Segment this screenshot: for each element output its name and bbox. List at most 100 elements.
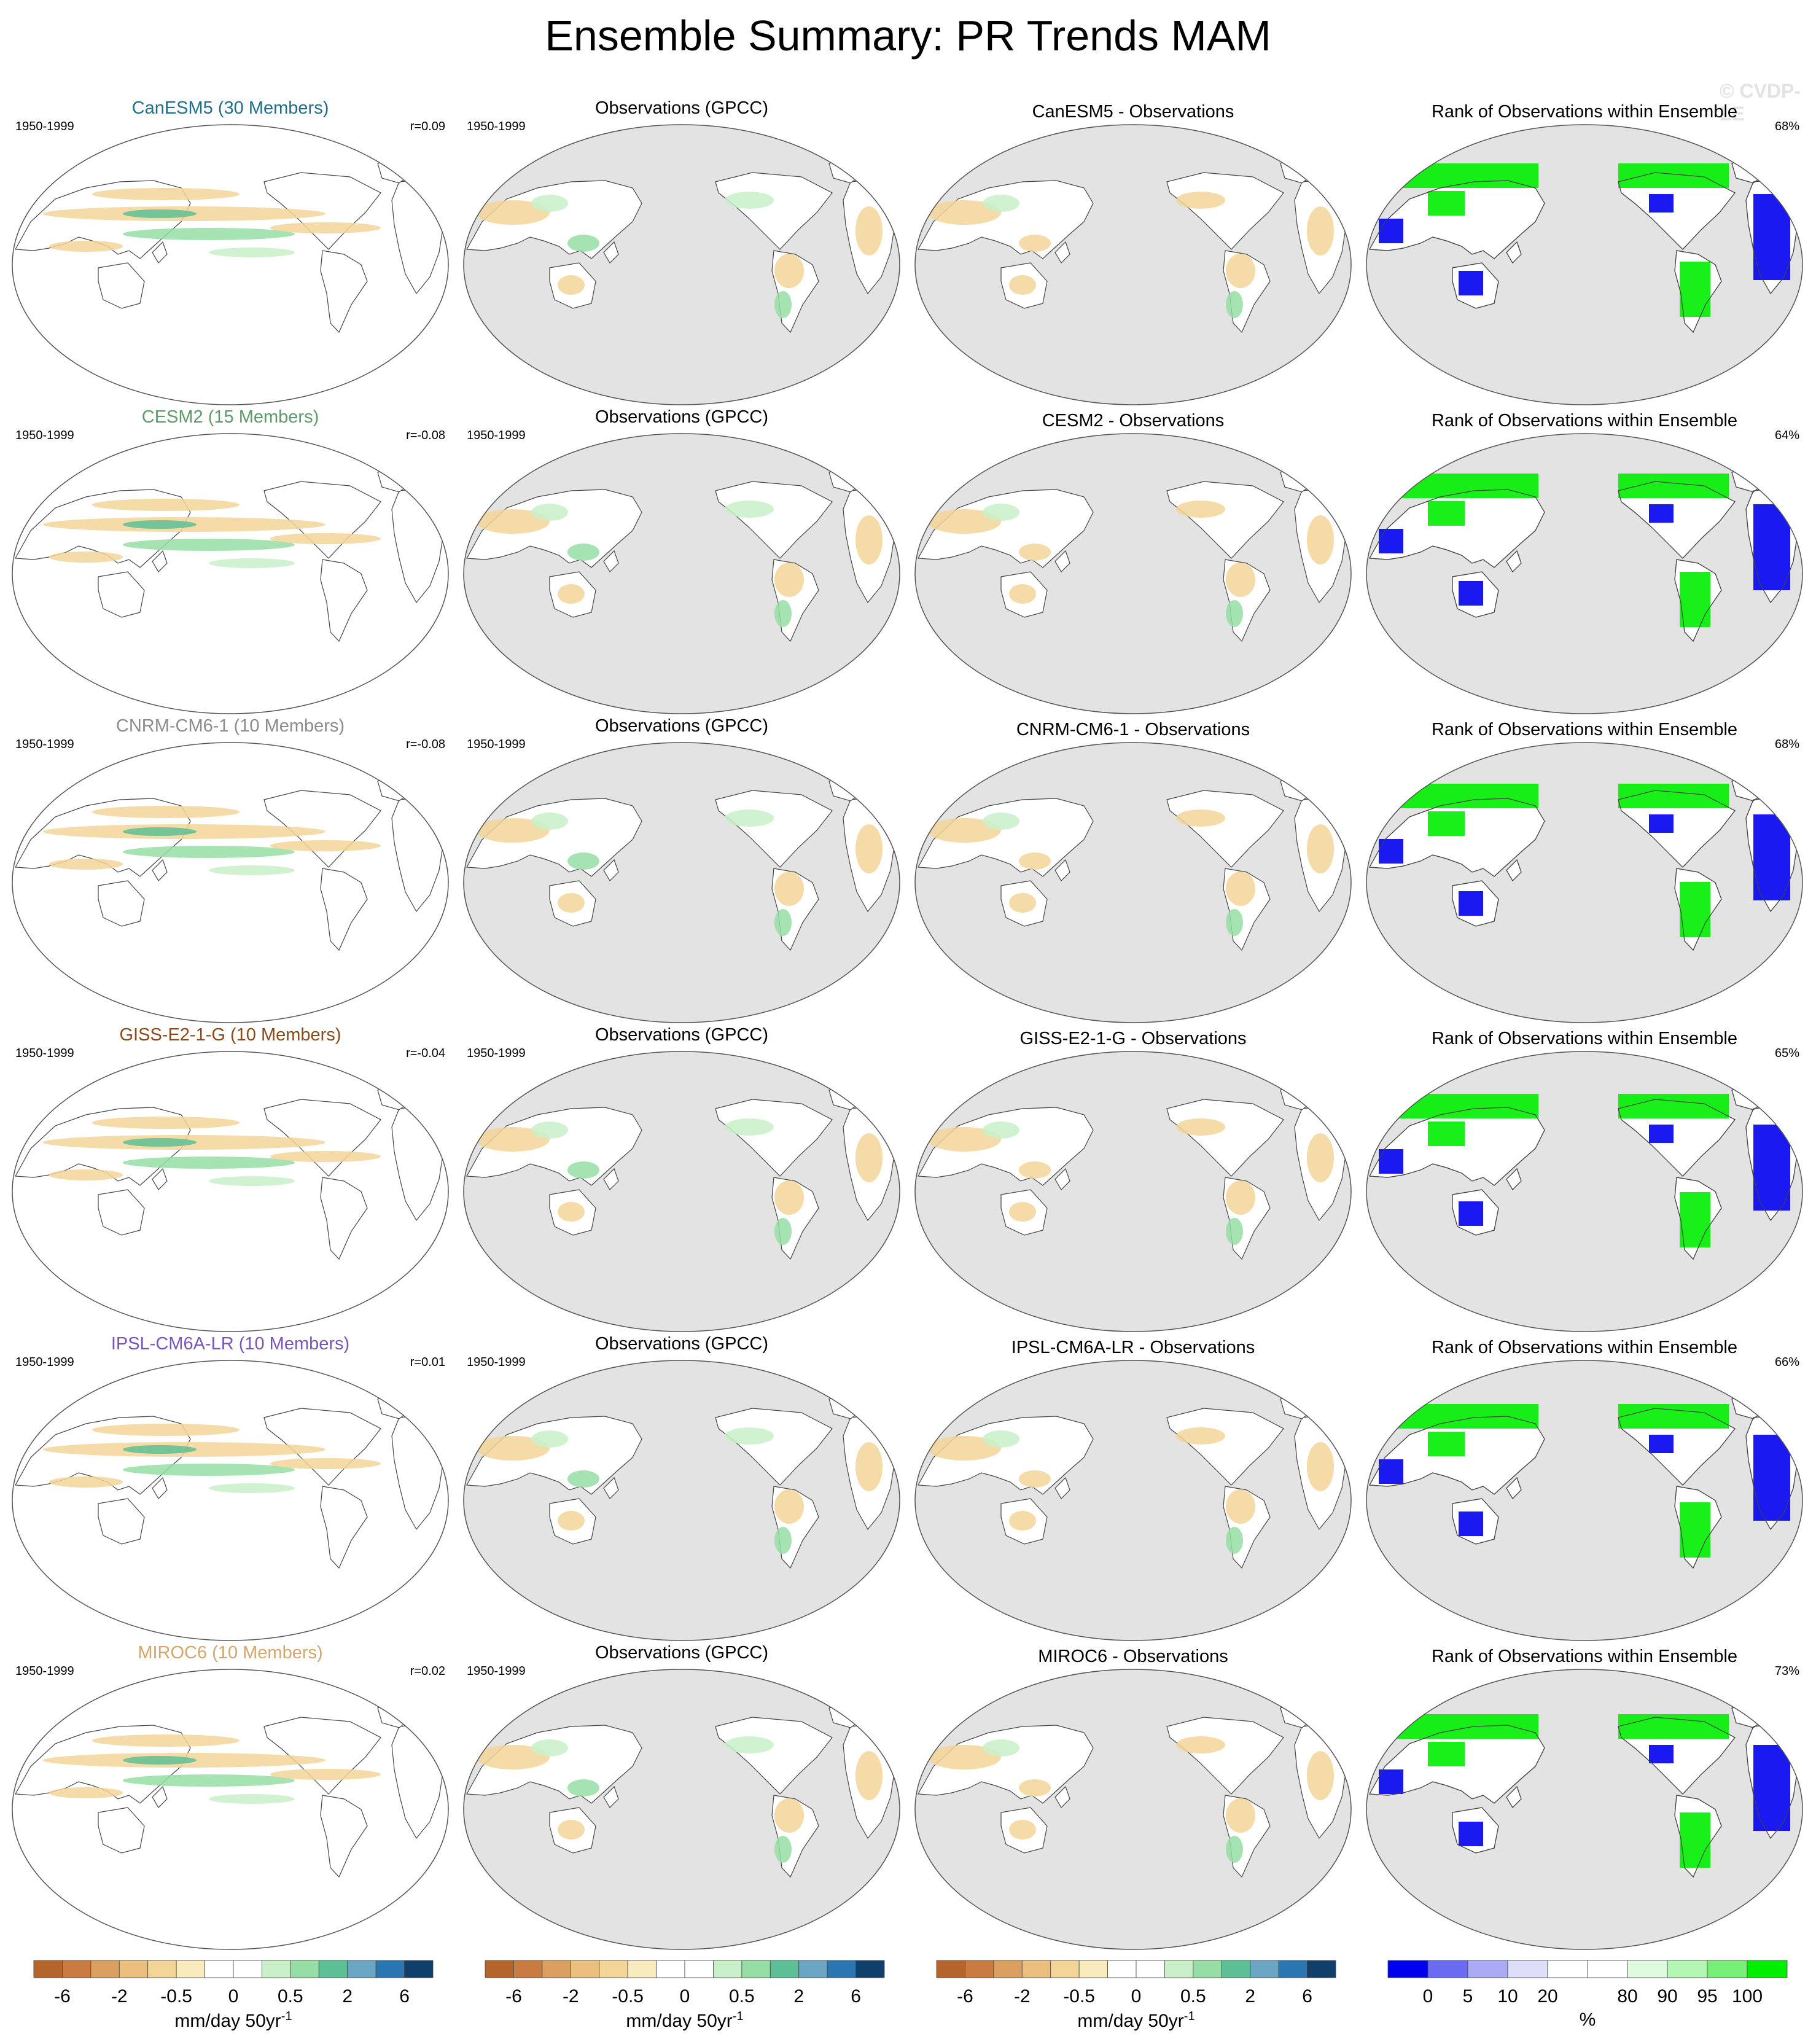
trend-blob	[1226, 563, 1255, 597]
rank-patch	[1680, 1192, 1710, 1247]
trend-blob	[123, 1774, 295, 1787]
map-diff	[914, 124, 1352, 405]
map-model	[12, 433, 449, 714]
colorbar-svg: -6 -2 -0.5 0 0.5 2 6	[936, 1960, 1336, 2007]
rank-patch	[1428, 1742, 1465, 1766]
rank-patch	[1649, 1435, 1674, 1453]
trend-blob	[92, 1424, 240, 1436]
colorbar-swatch	[741, 1960, 771, 1978]
map-border	[12, 742, 449, 1023]
colorbar-tick-label: 0	[680, 1986, 690, 2007]
panel-title: Observations (GPCC)	[594, 1025, 768, 1045]
land-outline	[603, 1785, 619, 1808]
map-panel-rank: Rank of Observations within Ensemble 73%	[1360, 1643, 1809, 1950]
colorbar-tick-label: -2	[111, 1986, 128, 2007]
colorbar-swatch	[798, 1960, 828, 1978]
trend-blob	[983, 1430, 1019, 1448]
panel-title: Rank of Observations within Ensemble	[1431, 1029, 1738, 1048]
land-outline	[466, 798, 642, 877]
rank-patch	[1618, 1094, 1729, 1118]
figure-title: Ensemble Summary: PR Trends MAM	[545, 12, 1271, 60]
colorbar-swatch	[1707, 1960, 1748, 1978]
trend-blob	[1226, 909, 1243, 936]
land-outline	[603, 859, 619, 881]
trend-blob	[927, 1745, 1001, 1769]
map-model	[12, 124, 449, 405]
land-outline	[98, 1807, 145, 1854]
colorbar-swatch	[570, 1960, 600, 1978]
land-outline	[152, 859, 168, 881]
trend-blob	[1307, 824, 1334, 873]
panel-title: GISS-E2-1-G (10 Members)	[119, 1025, 341, 1045]
trend-blob	[270, 533, 381, 544]
rank-patch	[1459, 1512, 1483, 1536]
rank-patch	[1680, 882, 1710, 937]
colorbar-swatch	[147, 1960, 177, 1978]
rank-patch	[1618, 474, 1729, 498]
map-panel-diff: IPSL-CM6A-LR - Observations	[909, 1334, 1357, 1641]
colorbar-unit-text: mm/day 50yr	[1077, 2011, 1184, 2031]
map-content	[466, 464, 895, 642]
rank-patch	[1428, 1432, 1465, 1456]
colorbar-svg: -6 -2 -0.5 0 0.5 2 6	[485, 1960, 885, 2007]
trend-blob	[1307, 206, 1334, 256]
land-outline	[1054, 859, 1070, 881]
land-outline	[320, 559, 368, 642]
land-outline	[263, 1099, 381, 1177]
colorbar-swatch	[1387, 1960, 1428, 1978]
period-label: 1950-1999	[15, 738, 74, 751]
trend-blob	[1009, 1202, 1036, 1222]
colorbar-unit-exponent: -1	[1183, 2010, 1195, 2023]
trend-blob	[774, 563, 804, 597]
map-diff	[914, 433, 1352, 714]
panel-title: CNRM-CM6-1 - Observations	[1016, 720, 1250, 739]
map-border	[12, 1051, 449, 1332]
trend-blob	[558, 584, 585, 604]
trend-blob	[49, 241, 123, 252]
colorbar-trend-model: -6 -2 -0.5 0 0.5 2 6 mm/day 50yr-1	[31, 1959, 436, 2039]
colorbar-swatch	[1107, 1960, 1137, 1978]
panel-title: CESM2 - Observations	[1042, 411, 1225, 431]
trend-blob	[1307, 515, 1334, 564]
rank-patch	[1649, 194, 1674, 213]
period-label: 1950-1999	[467, 1047, 526, 1060]
panel-title: Observations (GPCC)	[594, 1643, 768, 1663]
panel-title: Observations (GPCC)	[594, 407, 768, 427]
colorbar-swatch	[713, 1960, 742, 1978]
colorbar-tick-label: 100	[1732, 1986, 1763, 2007]
period-label: 1950-1999	[15, 1664, 74, 1678]
land-outline	[320, 1486, 368, 1569]
land-outline	[603, 241, 619, 263]
map-obs	[463, 124, 900, 405]
trend-blob	[725, 1118, 774, 1136]
map-content	[466, 1082, 895, 1260]
trend-blob	[567, 852, 599, 870]
colorbar-tick-label: 2	[793, 1986, 804, 2007]
rank-patch	[1397, 784, 1538, 808]
panel-title: Rank of Observations within Ensemble	[1431, 720, 1738, 739]
trend-blob	[476, 200, 550, 225]
trend-blob	[531, 1430, 568, 1448]
trend-blob	[92, 1117, 240, 1129]
colorbar-tick-label: -2	[1014, 1986, 1031, 2007]
colorbar-swatch	[993, 1960, 1023, 1978]
trend-blob	[209, 558, 295, 568]
colorbar-swatch	[1667, 1960, 1708, 1978]
rank-patch	[1428, 501, 1465, 526]
trend-blob	[209, 248, 295, 257]
colorbar-tick-label: -0.5	[160, 1986, 192, 2007]
map-panel-diff: CESM2 - Observations	[909, 407, 1357, 714]
trend-blob	[123, 846, 295, 858]
trend-blob	[774, 1836, 792, 1863]
map-panel-model: MIROC6 (10 Members) 1950-1999 r=0.02	[6, 1643, 454, 1950]
map-panel-obs: Observations (GPCC) 1950-1999	[458, 1643, 906, 1950]
rank-patch	[1649, 1125, 1674, 1143]
colorbar-unit: %	[1385, 2010, 1790, 2030]
land-outline	[98, 1498, 145, 1545]
colorbar-swatch	[62, 1960, 92, 1978]
colorbar-swatch	[485, 1960, 514, 1978]
trend-blob	[1226, 254, 1255, 288]
trend-blob	[567, 1779, 599, 1796]
pattern-correlation: r=-0.04	[406, 1047, 445, 1060]
rank-percent: 73%	[1774, 1664, 1799, 1678]
